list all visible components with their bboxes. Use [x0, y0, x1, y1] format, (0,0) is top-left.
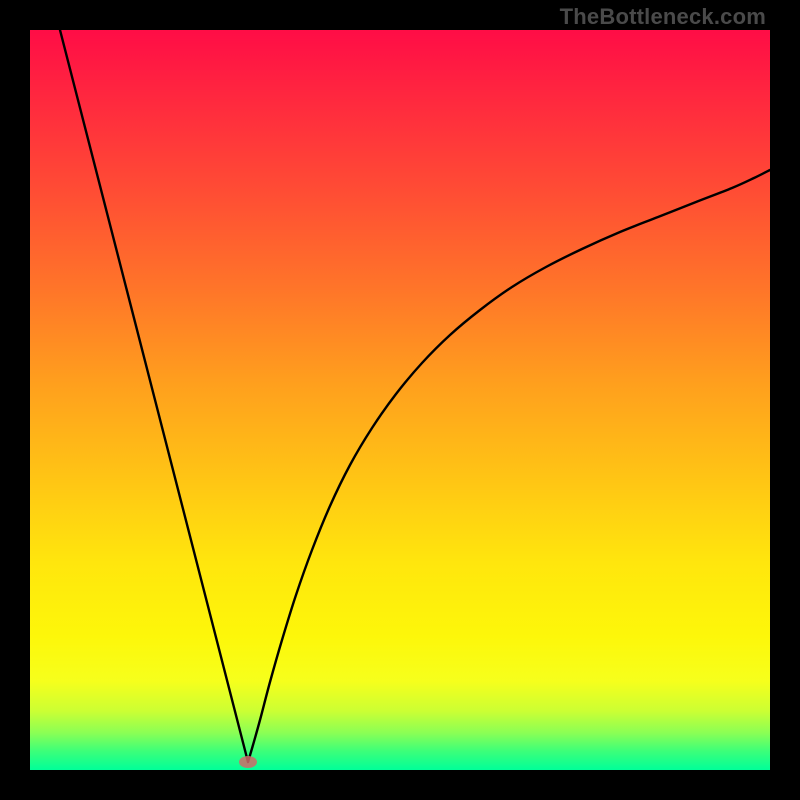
minimum-marker — [239, 756, 257, 768]
border-bottom — [0, 770, 800, 800]
border-right — [770, 0, 800, 800]
border-left — [0, 0, 30, 800]
chart-frame: TheBottleneck.com — [0, 0, 800, 800]
watermark-text: TheBottleneck.com — [560, 4, 766, 30]
bottleneck-curve — [30, 30, 770, 770]
